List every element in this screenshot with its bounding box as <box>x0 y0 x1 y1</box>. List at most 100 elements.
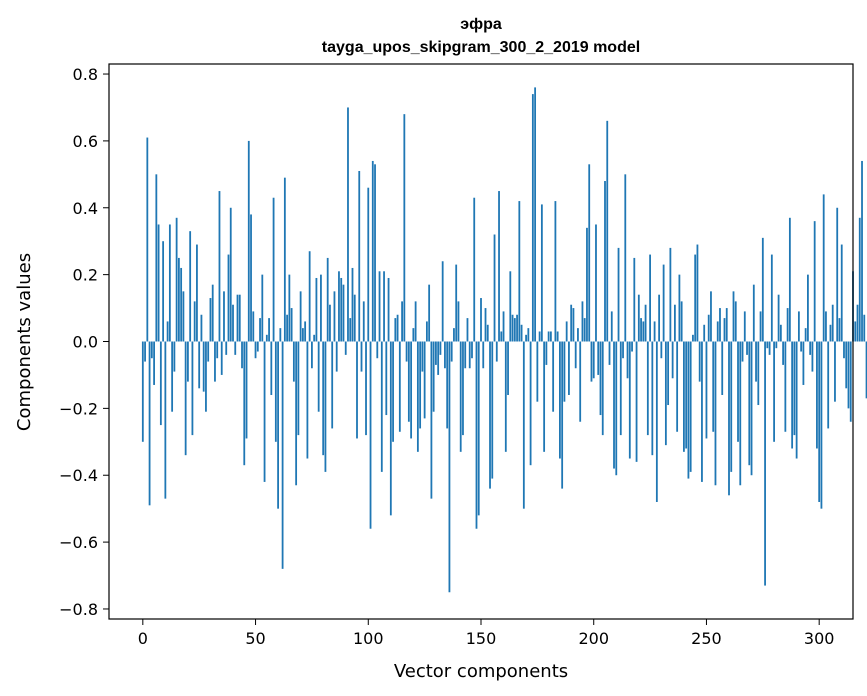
bar <box>669 247 672 342</box>
bar <box>146 137 149 342</box>
bar <box>847 341 850 409</box>
bar <box>311 341 313 369</box>
bar <box>633 257 636 342</box>
bar <box>288 274 291 342</box>
bar <box>380 341 383 472</box>
bar <box>326 257 329 342</box>
bar <box>795 341 798 459</box>
bar <box>746 341 748 355</box>
bar <box>216 341 219 359</box>
bar <box>606 120 609 342</box>
bar <box>211 284 214 342</box>
bar <box>245 341 248 439</box>
bar <box>725 308 728 342</box>
bar <box>831 304 834 342</box>
bar <box>484 308 487 342</box>
bar <box>196 244 198 342</box>
bar <box>797 311 800 342</box>
bar <box>168 224 171 342</box>
bar <box>392 341 394 442</box>
bar <box>667 341 670 406</box>
bar <box>531 94 534 342</box>
bar <box>829 324 832 342</box>
x-tick-label: 0 <box>138 629 148 648</box>
bar <box>229 207 232 342</box>
bar <box>662 264 665 342</box>
bar <box>180 267 183 342</box>
bar <box>387 277 390 342</box>
bar <box>676 341 679 432</box>
bar <box>301 328 304 342</box>
bar <box>475 341 478 529</box>
bar <box>601 341 604 436</box>
bar <box>705 341 708 439</box>
x-tick-label: 200 <box>578 629 609 648</box>
bar <box>430 341 433 499</box>
bar <box>317 341 320 412</box>
bar <box>613 341 615 469</box>
bar <box>259 318 261 342</box>
bar <box>385 341 388 416</box>
bar <box>764 341 766 586</box>
bar <box>425 321 428 342</box>
bar <box>694 254 697 342</box>
plot-frame <box>108 63 854 620</box>
bar <box>349 318 352 342</box>
bar <box>398 341 401 432</box>
bar <box>498 191 500 342</box>
bar <box>574 341 577 369</box>
bar <box>640 318 642 342</box>
bar <box>256 341 259 352</box>
bar <box>405 341 408 362</box>
bar <box>238 294 241 342</box>
bar <box>827 341 830 429</box>
bar <box>351 267 354 342</box>
bar <box>710 291 712 342</box>
bar <box>549 331 552 342</box>
y-tick-label: 0.2 <box>73 266 98 285</box>
bar <box>543 341 546 452</box>
bar <box>437 341 440 375</box>
bar <box>423 341 426 419</box>
bar <box>788 217 791 342</box>
x-tick-label: 300 <box>804 629 835 648</box>
bar <box>322 341 325 456</box>
bar <box>340 277 343 342</box>
bar <box>646 341 649 436</box>
bar <box>809 341 812 355</box>
bar <box>561 341 564 489</box>
bar <box>664 341 667 446</box>
bar <box>225 341 228 355</box>
y-tick-label: −0.2 <box>59 399 98 418</box>
bar <box>191 341 194 436</box>
bar <box>779 324 782 342</box>
bar <box>331 341 334 429</box>
bar <box>435 341 437 365</box>
bar <box>304 321 307 342</box>
bar <box>865 341 867 399</box>
bar <box>608 341 611 365</box>
bar <box>622 341 624 359</box>
bar <box>721 341 724 395</box>
bar <box>268 318 270 342</box>
bar <box>482 341 485 369</box>
bar <box>455 264 458 342</box>
bar <box>590 341 593 382</box>
bar <box>218 191 221 342</box>
bar <box>173 341 176 372</box>
bar <box>626 341 629 379</box>
bar <box>518 201 521 342</box>
y-axis-ticks: −0.8 −0.6 −0.4 −0.2 0.0 0.2 0.4 0.6 0.8 <box>59 65 109 619</box>
bar <box>507 341 509 395</box>
bar <box>680 301 683 342</box>
bar <box>586 227 588 342</box>
bar <box>822 194 825 342</box>
bar <box>419 341 422 429</box>
bar <box>588 164 591 342</box>
bar <box>766 341 769 349</box>
bar <box>383 271 385 342</box>
bar <box>263 341 266 482</box>
bar <box>782 341 785 365</box>
bar <box>750 341 753 476</box>
y-tick-label: 0.4 <box>73 199 98 218</box>
